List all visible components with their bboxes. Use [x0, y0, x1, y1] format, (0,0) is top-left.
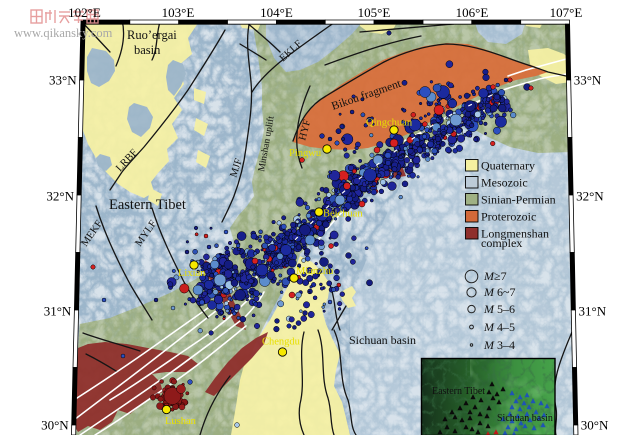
svg-text:31°N: 31°N	[44, 304, 72, 319]
svg-text:106°E: 106°E	[456, 5, 489, 20]
svg-text:Mianzhu: Mianzhu	[296, 266, 334, 277]
svg-text:107°E: 107°E	[550, 5, 583, 20]
svg-text:Eastern Tibet: Eastern Tibet	[109, 197, 186, 213]
svg-text:105°E: 105°E	[358, 5, 391, 20]
svg-text:www.qikansky.com: www.qikansky.com	[14, 26, 113, 40]
svg-text:31°N: 31°N	[579, 304, 607, 319]
svg-text:Sichuan basin: Sichuan basin	[497, 413, 553, 424]
svg-text:104°E: 104°E	[260, 5, 293, 20]
svg-text:33°N: 33°N	[49, 73, 77, 88]
svg-text:Sichuan basin: Sichuan basin	[349, 333, 416, 347]
svg-text:30°N: 30°N	[581, 418, 609, 433]
svg-text:Longmenshan: Longmenshan	[481, 227, 549, 241]
svg-text:Pingwu: Pingwu	[289, 148, 322, 159]
svg-text:M 3–4: M 3–4	[483, 338, 515, 352]
svg-text:Ruo’ergai: Ruo’ergai	[127, 28, 177, 42]
svg-text:M 6~7: M 6~7	[483, 285, 516, 299]
svg-text:103°E: 103°E	[162, 5, 195, 20]
svg-text:Lixian: Lixian	[178, 268, 206, 279]
svg-text:32°N: 32°N	[46, 189, 74, 204]
svg-text:complex: complex	[481, 236, 522, 250]
svg-text:30°N: 30°N	[41, 418, 69, 433]
svg-text:102°E: 102°E	[68, 5, 101, 20]
svg-text:Quaternary: Quaternary	[481, 159, 535, 173]
svg-text:Qingchuan: Qingchuan	[366, 118, 413, 129]
svg-text:HYF: HYF	[297, 118, 313, 141]
svg-text:Proterozoic: Proterozoic	[481, 210, 536, 224]
svg-text:basin: basin	[134, 43, 161, 57]
svg-text:Sinian-Permian: Sinian-Permian	[481, 193, 556, 207]
svg-text:M 5–6: M 5–6	[483, 302, 515, 316]
svg-text:M≥7: M≥7	[483, 269, 507, 283]
svg-text:Lushan: Lushan	[165, 416, 197, 427]
svg-text:Beichuan: Beichuan	[323, 209, 363, 220]
svg-text:33°N: 33°N	[574, 73, 602, 88]
svg-text:Eastern Tibet: Eastern Tibet	[432, 386, 485, 397]
svg-text:Mesozoic: Mesozoic	[481, 176, 528, 190]
svg-text:M 4–5: M 4–5	[483, 320, 515, 334]
svg-text:32°N: 32°N	[576, 189, 604, 204]
svg-text:Chengdu: Chengdu	[262, 337, 301, 348]
